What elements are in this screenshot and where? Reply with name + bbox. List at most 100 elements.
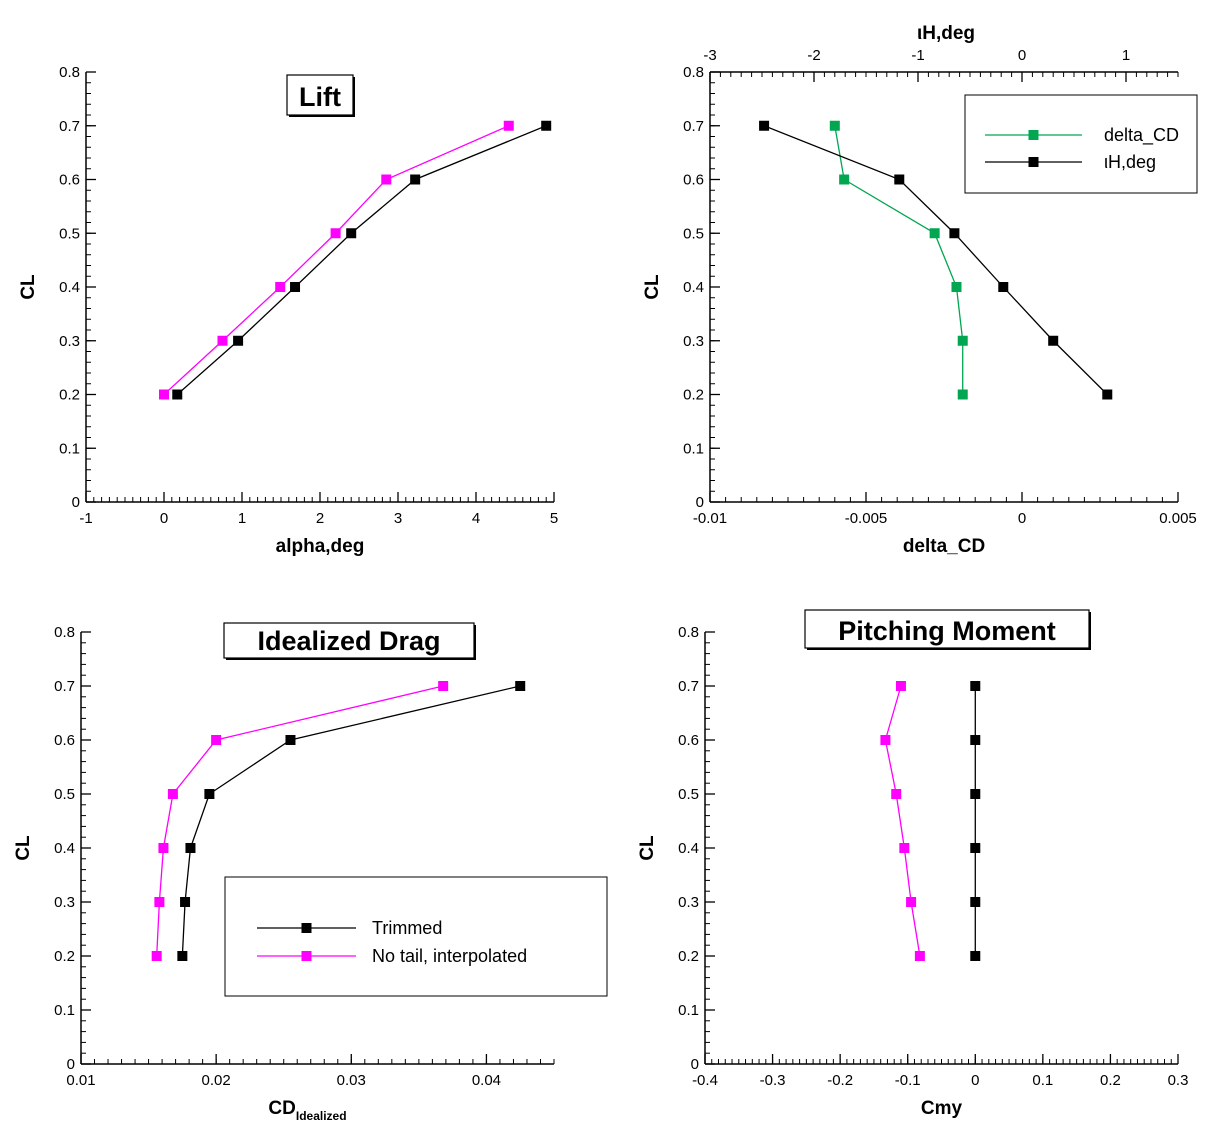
x-tick-label: 0.01 — [66, 1072, 95, 1089]
series-2 — [880, 681, 925, 961]
data-point — [217, 335, 228, 346]
chart-panel-4: -0.4 -0.3 -0.2 -0.1 0 0.1 0.2 0.3 0 0.1 0.2 0.3 0.4 0… — [637, 609, 1189, 1119]
y-tick-label: 0.6 — [59, 172, 80, 189]
series-line — [763, 125, 1108, 395]
data-point — [1102, 389, 1113, 400]
x-tick-label: -0.1 — [895, 1072, 921, 1089]
data-point — [154, 897, 165, 907]
data-point — [515, 681, 526, 691]
y-tick-label: 0.6 — [54, 732, 75, 749]
data-point — [970, 897, 981, 907]
data-point — [957, 335, 968, 346]
legend: delta_CD ιH,deg — [964, 94, 1198, 194]
data-point — [906, 897, 917, 907]
y-tick-label: 0.1 — [683, 440, 704, 457]
series-line — [176, 125, 547, 395]
y-tick-label: 0.2 — [678, 948, 699, 965]
y-tick-label: 0.5 — [54, 786, 75, 803]
data-point — [381, 174, 392, 185]
x2-tick-label: 0 — [1018, 47, 1026, 64]
y-tick-label: 0.6 — [678, 732, 699, 749]
x-tick-label: 0.2 — [1100, 1072, 1121, 1089]
x2-tick-label: 1 — [1122, 47, 1130, 64]
x-tick-label: -1 — [79, 510, 92, 527]
y-tick-label: 0.2 — [683, 387, 704, 404]
x2-tick-label: -1 — [911, 47, 924, 64]
y-axis-label: CL — [18, 274, 39, 300]
y-tick-label: 0.8 — [678, 624, 699, 641]
data-point — [158, 843, 169, 853]
y-tick-label: 0.7 — [59, 118, 80, 135]
x-tick-label: 0.1 — [1032, 1072, 1053, 1089]
legend-marker — [301, 923, 312, 933]
chart-title: Lift — [299, 82, 341, 112]
y-tick-label: 0.5 — [59, 225, 80, 242]
chart-panel-2: -0.01 -0.005 0 0.005 0 0.1 0.2 0.3 0.4 0.5 0.6 0.7 0… — [642, 23, 1198, 557]
data-point — [998, 282, 1009, 292]
y-tick-label: 0.8 — [59, 64, 80, 81]
y-tick-label: 0.4 — [54, 840, 75, 857]
data-point — [346, 228, 357, 239]
x-axis-label: delta_CD — [903, 536, 985, 557]
data-point — [185, 843, 196, 853]
x2-tick-label: -3 — [703, 47, 716, 64]
data-point — [410, 174, 421, 185]
data-point — [177, 951, 188, 961]
data-point — [899, 843, 910, 853]
x-tick-label: 3 — [394, 510, 402, 527]
data-point — [290, 282, 301, 292]
y-tick-label: 0.3 — [678, 894, 699, 911]
x-tick-label: 0.04 — [472, 1072, 501, 1089]
data-point — [891, 789, 902, 799]
y-axis-label: CL — [13, 835, 34, 861]
y-tick-label: 0.5 — [678, 786, 699, 803]
x-tick-label: -0.01 — [693, 510, 727, 527]
chart-panel-3: 0.01 0.02 0.03 0.04 0 0.1 0.2 0.3 0.4 0.5 0.6 0.7 0.… — [13, 622, 608, 1123]
y-tick-label: 0.4 — [683, 279, 704, 296]
y-tick-label: 0.8 — [683, 64, 704, 81]
legend-label: delta_CD — [1104, 125, 1179, 146]
chart-title: Pitching Moment — [838, 616, 1056, 646]
data-point — [285, 735, 296, 745]
y-tick-label: 0.8 — [54, 624, 75, 641]
y-tick-label: 0.3 — [59, 333, 80, 350]
series-line — [163, 125, 510, 395]
x-tick-label: 0 — [160, 510, 168, 527]
legend: Trimmed No tail, interpolated — [224, 876, 608, 997]
y-tick-label: 0.1 — [54, 1002, 75, 1019]
series-line — [181, 685, 521, 957]
chart-title: Idealized Drag — [257, 626, 440, 656]
y-tick-label: 0 — [67, 1056, 75, 1073]
series-1 — [970, 681, 981, 961]
x-tick-label: 0.02 — [202, 1072, 231, 1089]
data-point — [204, 789, 215, 799]
x-tick-label: 2 — [316, 510, 324, 527]
y-tick-label: 0 — [72, 494, 80, 511]
series-1 — [172, 120, 552, 400]
x-tick-label: 0.03 — [337, 1072, 366, 1089]
legend-label: No tail, interpolated — [372, 946, 527, 966]
data-point — [159, 389, 169, 400]
data-point — [970, 681, 981, 691]
legend-box — [964, 94, 1198, 194]
data-point — [275, 282, 286, 292]
y-tick-label: 0.7 — [683, 118, 704, 135]
x-tick-label: 5 — [550, 510, 558, 527]
y-tick-label: 0.3 — [683, 333, 704, 350]
x-tick-label: -0.3 — [760, 1072, 786, 1089]
x-tick-label: 0.3 — [1168, 1072, 1189, 1089]
y-axis-label: CL — [637, 835, 658, 861]
data-point — [759, 120, 770, 131]
data-point — [929, 228, 940, 239]
data-point — [894, 174, 905, 185]
data-point — [438, 681, 449, 691]
y-tick-label: 0.4 — [678, 840, 699, 857]
y-tick-label: 0.3 — [54, 894, 75, 911]
x2-axis-label: ιH,deg — [917, 23, 975, 44]
data-point — [180, 897, 191, 907]
data-point — [151, 951, 162, 961]
series-1 — [177, 681, 526, 961]
legend-label: Trimmed — [372, 918, 442, 938]
legend-marker — [1028, 130, 1039, 140]
x-tick-label: -0.2 — [827, 1072, 853, 1089]
